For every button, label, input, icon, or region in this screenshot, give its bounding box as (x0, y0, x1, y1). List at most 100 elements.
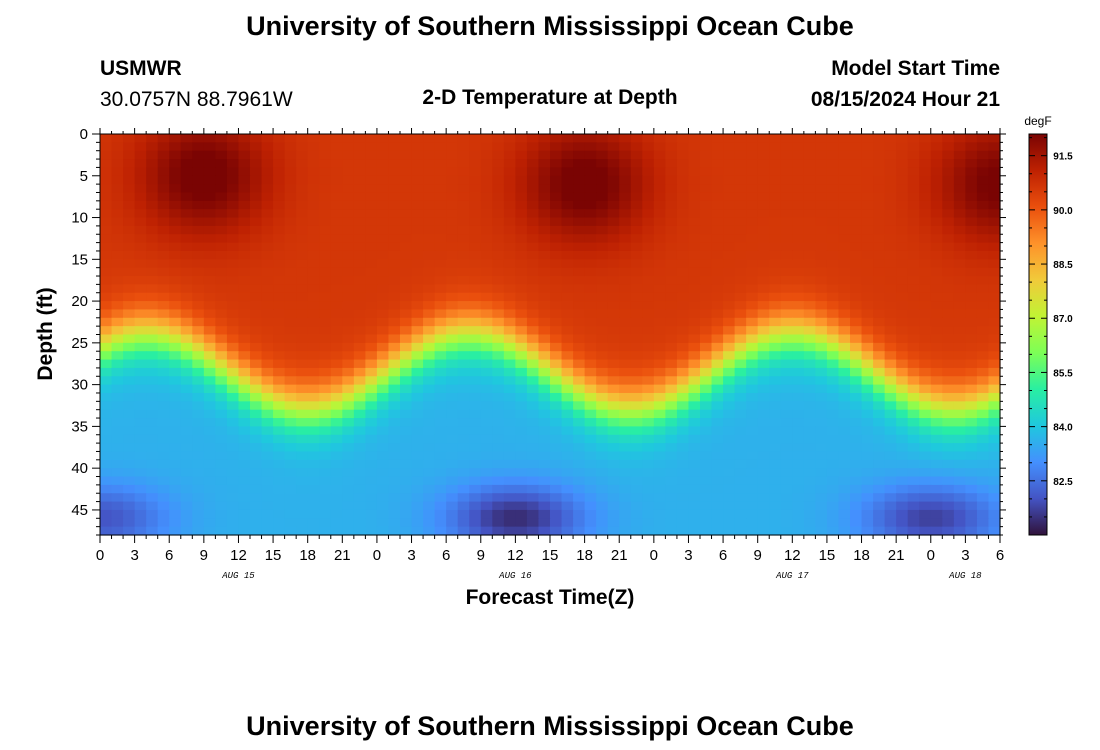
heatmap-cell (238, 376, 251, 386)
heatmap-cell (734, 459, 747, 469)
heatmap-cell (930, 342, 943, 352)
heatmap-cell (769, 526, 782, 536)
heatmap-cell (365, 484, 378, 494)
x-tick-label: 3 (130, 547, 138, 564)
heatmap-cell (550, 501, 563, 511)
heatmap-cell (180, 484, 193, 494)
heatmap-cell (550, 526, 563, 536)
heatmap-cell (307, 509, 320, 519)
heatmap-cell (296, 134, 309, 143)
heatmap-cell (273, 292, 286, 302)
heatmap-cell (850, 175, 863, 185)
heatmap-cell (584, 184, 597, 194)
heatmap-cell (930, 409, 943, 419)
heatmap-cell (596, 234, 609, 244)
heatmap-cell (250, 317, 263, 327)
heatmap-cell (896, 367, 909, 377)
heatmap-cell (365, 401, 378, 411)
heatmap-cell (100, 159, 113, 169)
heatmap-cell (503, 192, 516, 202)
heatmap-cell (503, 309, 516, 319)
heatmap-cell (226, 434, 240, 444)
heatmap-cell (953, 367, 966, 377)
heatmap-cell (815, 451, 828, 461)
heatmap-cell (953, 476, 966, 486)
heatmap-cell (873, 175, 886, 185)
heatmap-cell (180, 234, 193, 244)
heatmap-cell (826, 250, 840, 260)
heatmap-cell (930, 192, 943, 202)
heatmap-cell (400, 334, 413, 344)
heatmap-cell (792, 367, 805, 377)
heatmap-cell (607, 376, 620, 386)
heatmap-cell (896, 326, 909, 336)
heatmap-cell (896, 334, 909, 344)
heatmap-cell (561, 301, 574, 311)
heatmap-cell (769, 317, 782, 327)
heatmap-cell (861, 384, 874, 394)
heatmap-cell (146, 476, 159, 486)
heatmap-cell (434, 518, 447, 528)
heatmap-cell (446, 167, 459, 177)
heatmap-cell (319, 376, 332, 386)
heatmap-cell (884, 184, 897, 194)
heatmap-cell (261, 409, 274, 419)
heatmap-cell (838, 484, 851, 494)
heatmap-cell (792, 159, 805, 169)
heatmap-cell (942, 392, 955, 402)
heatmap-cell (146, 234, 159, 244)
heatmap-cell (676, 493, 690, 503)
heatmap-cell (884, 418, 897, 427)
heatmap-cell (469, 493, 482, 503)
heatmap-cell (642, 184, 655, 194)
heatmap-cell (284, 418, 297, 427)
heatmap-cell (907, 392, 920, 402)
heatmap-cell (169, 292, 182, 302)
heatmap-cell (965, 359, 978, 369)
heatmap-cell (203, 384, 216, 394)
heatmap-cell (457, 518, 470, 528)
heatmap-cell (665, 309, 678, 319)
heatmap-cell (619, 401, 632, 411)
heatmap-cell (157, 426, 170, 436)
heatmap-cell (342, 501, 355, 511)
heatmap-cell (457, 334, 470, 344)
heatmap-cell (988, 150, 1001, 160)
heatmap-cell (550, 259, 563, 269)
heatmap-cell (896, 142, 909, 152)
heatmap-cell (642, 276, 655, 285)
heatmap-cell (515, 301, 528, 311)
heatmap-cell (792, 493, 805, 503)
heatmap-cell (457, 276, 470, 285)
heatmap-cell (815, 426, 828, 436)
heatmap-cell (526, 359, 540, 369)
heatmap-cell (838, 418, 851, 427)
heatmap-cell (238, 518, 251, 528)
heatmap-cell (123, 384, 136, 394)
heatmap-cell (573, 468, 586, 478)
heatmap-cell (123, 150, 136, 160)
heatmap-cell (261, 167, 274, 177)
heatmap-cell (238, 451, 251, 461)
heatmap-cell (838, 426, 851, 436)
heatmap-cell (319, 209, 332, 219)
heatmap-cell (630, 159, 643, 169)
heatmap-cell (965, 234, 978, 244)
heatmap-cell (596, 192, 609, 202)
heatmap-cell (492, 317, 505, 327)
heatmap-cell (815, 526, 828, 536)
y-tick-label: 25 (71, 335, 88, 352)
heatmap-cell (388, 426, 401, 436)
heatmap-cell (319, 484, 332, 494)
heatmap-cell (180, 376, 193, 386)
heatmap-cell (457, 409, 470, 419)
heatmap-cell (446, 217, 459, 227)
heatmap-cell (676, 384, 690, 394)
heatmap-cell (423, 334, 436, 344)
heatmap-cell (273, 159, 286, 169)
heatmap-cell (815, 376, 828, 386)
heatmap-cell (942, 217, 955, 227)
heatmap-cell (526, 292, 540, 302)
heatmap-cell (261, 434, 274, 444)
heatmap-cell (746, 309, 759, 319)
